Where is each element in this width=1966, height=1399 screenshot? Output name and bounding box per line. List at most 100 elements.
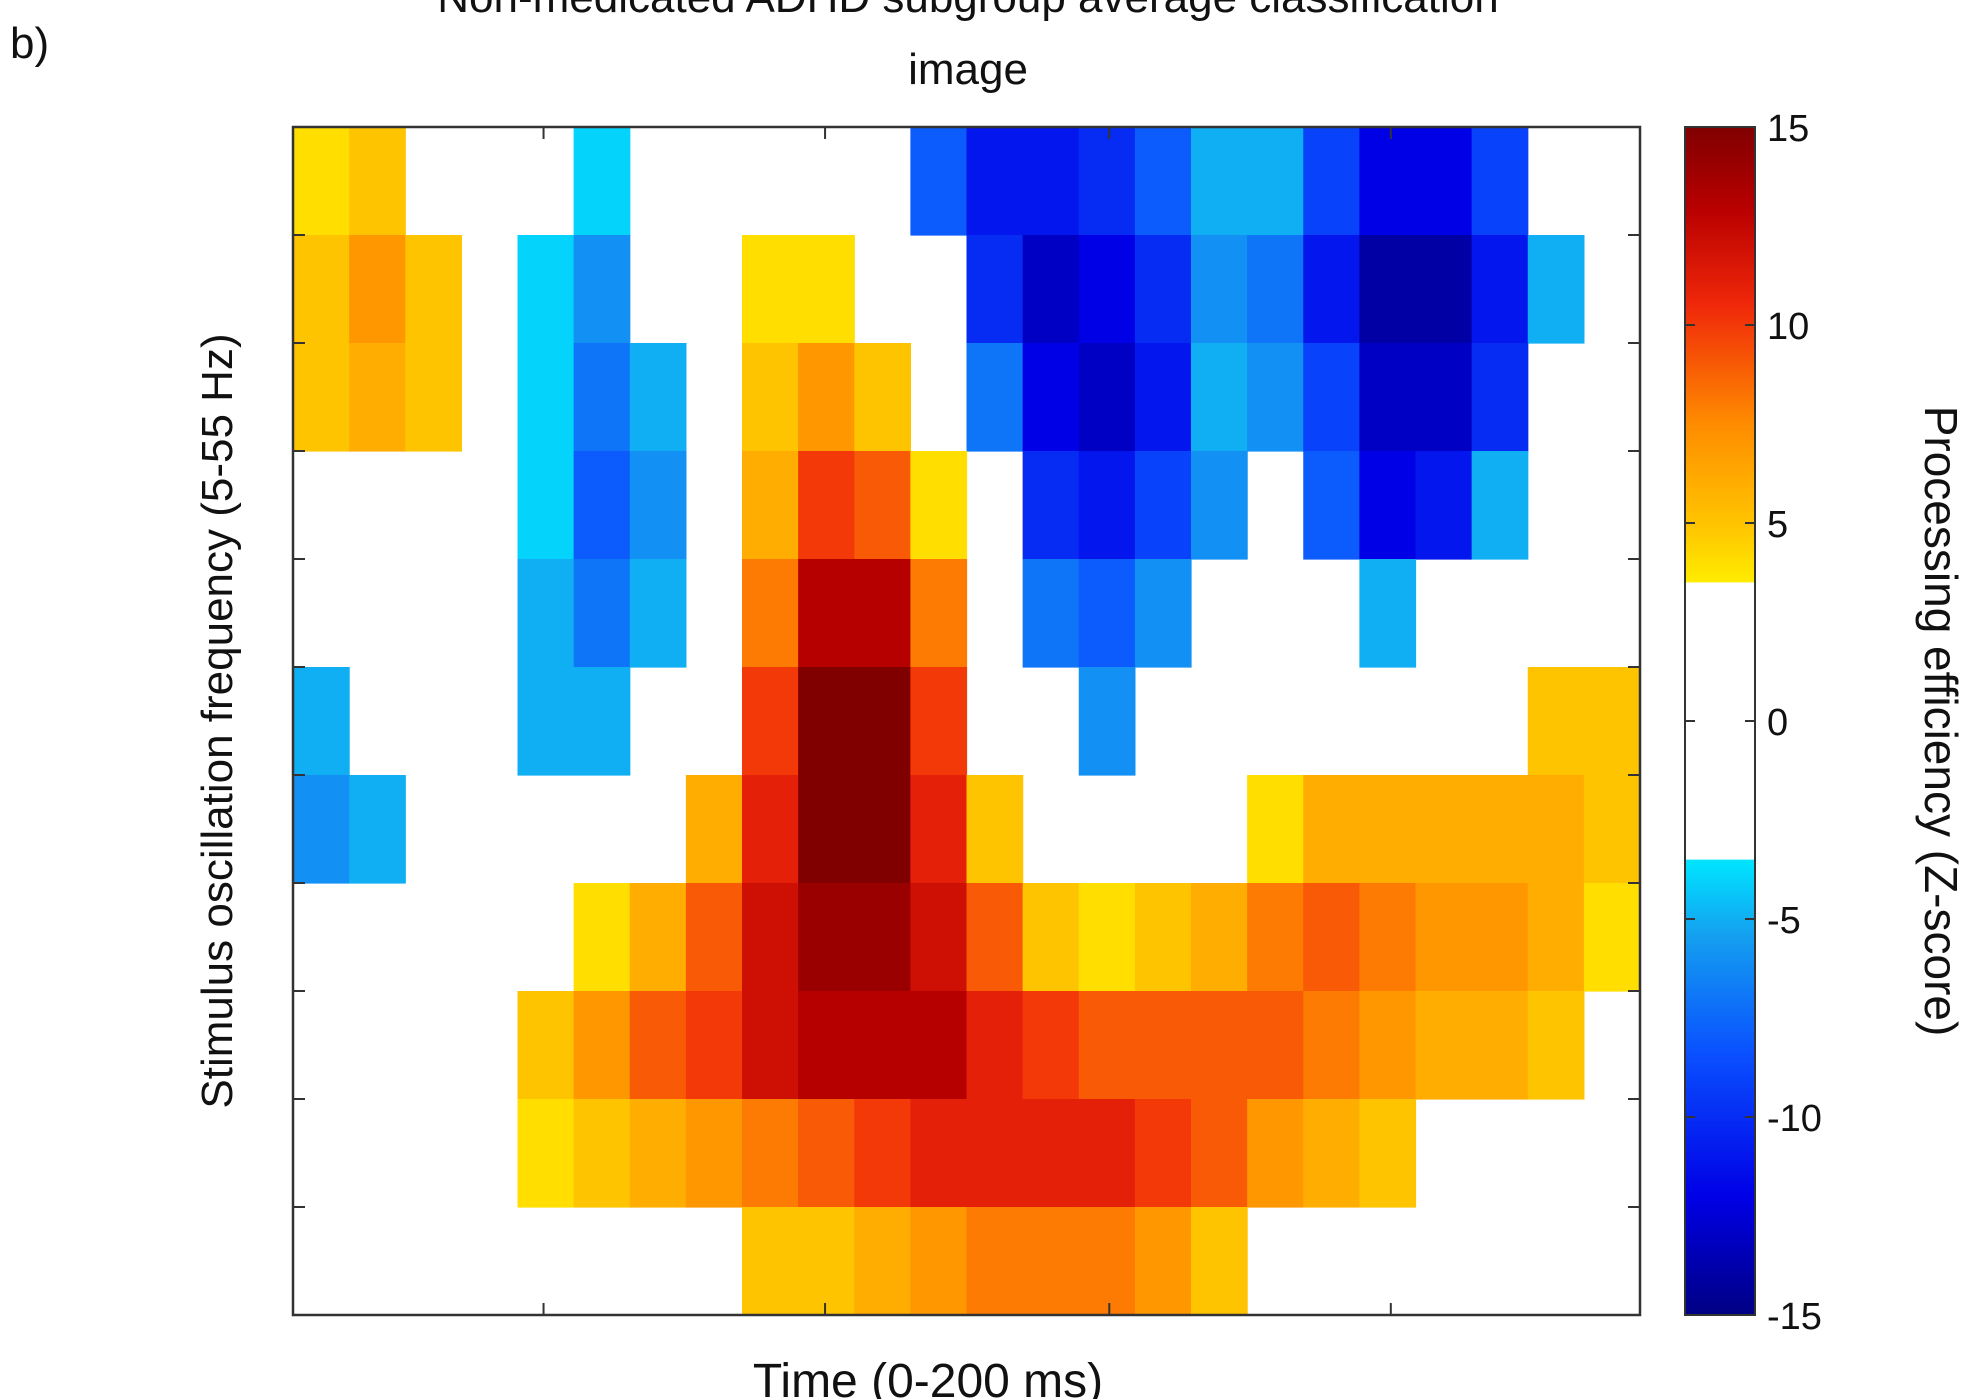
heatmap-cell [1078,1099,1136,1208]
heatmap-cell [1191,1099,1248,1208]
heatmap-cell [1359,883,1417,992]
heatmap-cell [685,775,743,884]
heatmap-cell [742,991,799,1100]
heatmap-cell [1415,883,1473,992]
heatmap-cell [798,343,855,452]
heatmap-cell [1527,883,1585,992]
heatmap-cell [966,127,1024,236]
heatmap-cell [629,451,687,560]
y-axis-label: Stimulus oscillation frequency (5-55 Hz) [193,333,242,1108]
chart-title-line2: image [908,45,1028,94]
heatmap-cell [798,883,855,992]
heatmap-cell [685,883,743,992]
heatmap-cell [1359,775,1417,884]
heatmap-cell [1134,1099,1192,1208]
heatmap-cell [1527,775,1585,884]
heatmap-cell [1303,883,1360,992]
heatmap-cell [1471,775,1529,884]
heatmap-cell [293,127,350,236]
heatmap-cell [854,1207,911,1316]
heatmap-cell [854,883,911,992]
y-axis-ticks [293,234,1640,1208]
heatmap-cell [798,451,855,560]
heatmap-cell [573,451,631,560]
colorbar-tick-label: 15 [1767,108,1809,150]
heatmap-cell [629,1099,687,1208]
heatmap-cell [573,883,631,992]
heatmap-cell [1303,451,1360,560]
heatmap-cell [629,991,687,1100]
heatmap-cell [1078,559,1136,668]
heatmap-cell [1471,451,1529,560]
heatmap-cell [405,343,462,452]
colorbar-tick-label: 10 [1767,306,1809,348]
heatmap-cell [742,1099,799,1208]
heatmap-cell [742,883,799,992]
heatmap-cell [1022,1207,1080,1316]
heatmap-cell [1191,1207,1248,1316]
heatmap-cell [1247,127,1304,236]
heatmap-cells [293,127,1641,1316]
heatmap-cell [1471,991,1529,1100]
heatmap-cell [1247,991,1304,1100]
heatmap-cell [405,235,462,344]
heatmap-cell [1134,559,1192,668]
heatmap-cell [517,991,575,1100]
heatmap-cell [742,451,799,560]
heatmap-cell [1022,451,1080,560]
heatmap-cell [517,559,575,668]
heatmap-cell [1078,1207,1136,1316]
heatmap-cell [1303,127,1360,236]
heatmap-cell [517,343,575,452]
heatmap-cell [1191,991,1248,1100]
colorbar-tick-label: 0 [1767,702,1788,744]
heatmap-cell [1415,991,1473,1100]
heatmap-cell [1078,991,1136,1100]
heatmap-cell [1191,235,1248,344]
heatmap-cell [629,559,687,668]
heatmap-cell [517,667,575,776]
heatmap-cell [1022,343,1080,452]
heatmap-cell [573,235,631,344]
colorbar-tick-label: -10 [1767,1098,1822,1140]
heatmap-cell [1247,775,1304,884]
heatmap-cell [854,559,911,668]
heatmap-cell [1134,127,1192,236]
heatmap-cell [1359,127,1417,236]
heatmap-cell [517,1099,575,1208]
heatmap-cell [293,235,350,344]
heatmap-cell [966,883,1024,992]
panel-label: b) [10,19,49,68]
heatmap-cell [293,775,350,884]
heatmap-cell [742,667,799,776]
heatmap-cell [293,667,350,776]
heatmap-cell [1415,451,1473,560]
heatmap-cell [1078,127,1136,236]
heatmap-cell [1303,235,1360,344]
heatmap-cell [798,235,855,344]
heatmap-cell [685,991,743,1100]
heatmap-cell [742,775,799,884]
heatmap-cell [1527,991,1585,1100]
heatmap-cell [573,127,631,236]
heatmap-cell [1303,775,1360,884]
colorbar-threshold-band [1685,582,1755,860]
heatmap-cell [517,451,575,560]
heatmap-cell [854,991,911,1100]
heatmap-cell [1415,343,1473,452]
heatmap-cell [966,1207,1024,1316]
heatmap-cell [1247,235,1304,344]
heatmap-cell [798,775,855,884]
heatmap-cell [1022,991,1080,1100]
heatmap-cell [910,451,968,560]
heatmap-cell [910,991,968,1100]
heatmap-cell [1191,883,1248,992]
heatmap-cell [1527,235,1585,344]
heatmap-cell [1247,1099,1304,1208]
heatmap-cell [910,559,968,668]
heatmap-cell [854,343,911,452]
heatmap-cell [1022,1099,1080,1208]
heatmap-cell [629,883,687,992]
heatmap-cell [798,991,855,1100]
heatmap-cell [1078,883,1136,992]
